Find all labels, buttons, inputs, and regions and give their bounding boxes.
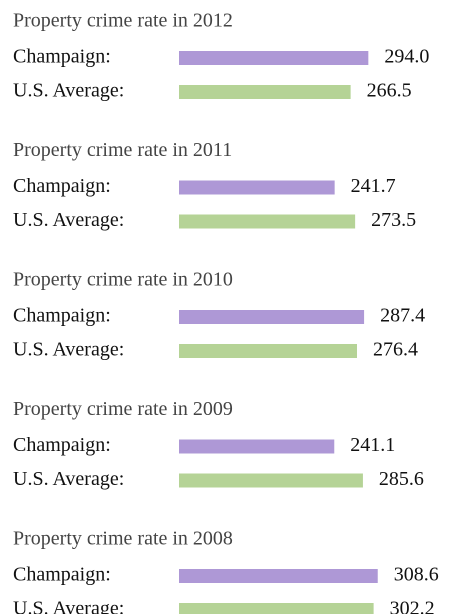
bar — [179, 85, 351, 99]
bar — [179, 310, 365, 324]
bar — [179, 214, 356, 229]
value-label: 287.4 — [380, 305, 425, 327]
bar — [179, 180, 335, 195]
bar — [179, 51, 369, 65]
category-label: Champaign: — [13, 434, 111, 456]
value-label: 308.6 — [394, 564, 439, 586]
category-label: U.S. Average: — [13, 339, 124, 361]
value-label: 241.7 — [351, 175, 396, 197]
group-title: Property crime rate in 2009 — [13, 398, 233, 420]
value-label: 294.0 — [384, 46, 429, 68]
bar — [179, 473, 363, 488]
category-label: Champaign: — [13, 46, 111, 68]
bar — [179, 603, 374, 614]
category-label: U.S. Average: — [13, 468, 124, 490]
value-label: 241.1 — [350, 434, 395, 456]
category-label: U.S. Average: — [13, 209, 124, 231]
bar — [179, 569, 378, 583]
group-title: Property crime rate in 2008 — [13, 528, 233, 550]
value-label: 302.2 — [390, 598, 435, 614]
value-label: 266.5 — [367, 80, 412, 102]
value-label: 273.5 — [371, 209, 416, 231]
category-label: U.S. Average: — [13, 80, 124, 102]
group-title: Property crime rate in 2010 — [13, 269, 233, 291]
category-label: Champaign: — [13, 305, 111, 327]
value-label: 276.4 — [373, 339, 418, 361]
category-label: U.S. Average: — [13, 598, 124, 614]
bar — [179, 439, 335, 454]
bar — [179, 344, 358, 358]
value-label: 285.6 — [379, 468, 424, 490]
group-title: Property crime rate in 2011 — [13, 139, 232, 161]
group-title: Property crime rate in 2012 — [13, 10, 233, 32]
category-label: Champaign: — [13, 564, 111, 586]
category-label: Champaign: — [13, 175, 111, 197]
